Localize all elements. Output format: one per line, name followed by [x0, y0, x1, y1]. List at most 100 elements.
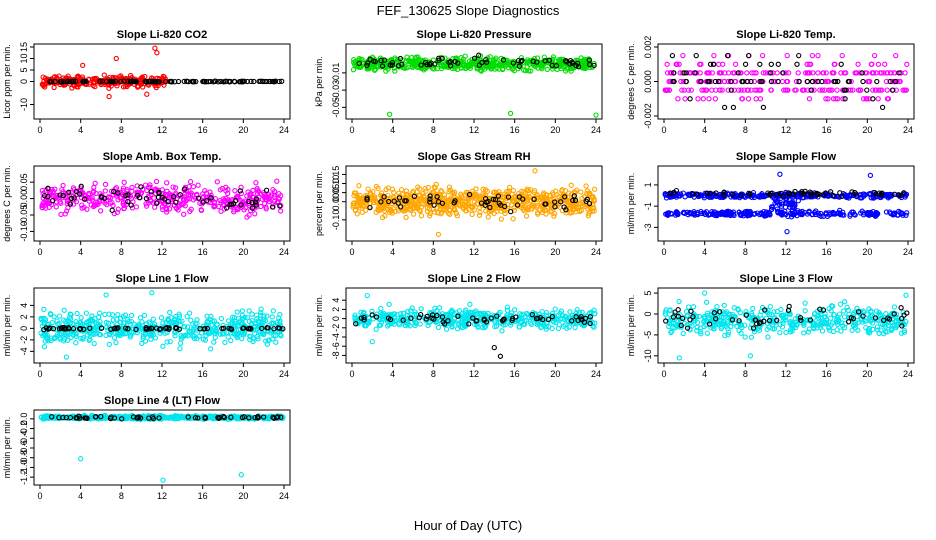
- data-point: [436, 55, 442, 61]
- data-point: [490, 63, 496, 69]
- data-point: [110, 79, 116, 85]
- data-point: [891, 311, 897, 317]
- data-point: [173, 199, 179, 205]
- data-point: [372, 66, 379, 72]
- data-point: [73, 199, 80, 205]
- data-point: [792, 87, 798, 93]
- data-point: [234, 334, 240, 341]
- data-point: [40, 332, 46, 339]
- data-point: [106, 85, 112, 91]
- data-point: [474, 62, 481, 68]
- data-point: [71, 195, 77, 201]
- data-point: [499, 328, 505, 334]
- data-point: [683, 78, 689, 85]
- data-point: [445, 318, 451, 324]
- x-tick-label: 4: [702, 247, 707, 257]
- data-point: [879, 87, 885, 93]
- data-point: [164, 193, 171, 199]
- data-point: [801, 322, 807, 328]
- data-point: [898, 192, 905, 198]
- data-point: [739, 78, 745, 85]
- data-point: [492, 323, 498, 330]
- figure-x-axis-label: Hour of Day (UTC): [414, 518, 522, 533]
- data-point: [482, 187, 489, 193]
- data-point: [528, 320, 534, 326]
- data-point: [378, 190, 385, 196]
- data-point: [435, 324, 442, 331]
- data-point: [120, 320, 127, 326]
- data-point: [806, 326, 813, 332]
- data-point: [581, 322, 587, 329]
- y-tick-label: 10: [19, 53, 29, 63]
- data-point: [858, 309, 864, 315]
- data-point: [279, 78, 285, 84]
- data-point: [87, 325, 93, 331]
- x-tick-label: 24: [903, 247, 913, 257]
- data-point: [768, 190, 774, 197]
- data-point: [441, 61, 447, 67]
- data-point: [591, 324, 597, 330]
- panel-title: Slope Amb. Box Temp.: [103, 151, 222, 163]
- data-point: [562, 322, 568, 328]
- y-tick-label: 2: [331, 307, 341, 312]
- data-point: [898, 330, 905, 336]
- data-point: [210, 318, 216, 325]
- data-point: [63, 332, 69, 338]
- data-point: [707, 61, 714, 67]
- data-point: [716, 309, 723, 315]
- data-point: [120, 331, 126, 337]
- data-point: [248, 78, 254, 85]
- data-point: [753, 70, 759, 76]
- data-point: [97, 310, 103, 316]
- data-point: [251, 78, 257, 85]
- data-point: [838, 61, 844, 67]
- data-point: [555, 325, 562, 332]
- data-point: [773, 191, 780, 198]
- data-point: [590, 319, 596, 326]
- data-point: [64, 208, 70, 214]
- data-point: [513, 194, 519, 200]
- x-tick-label: 0: [349, 369, 354, 379]
- data-point: [763, 212, 769, 219]
- data-point: [833, 96, 839, 102]
- data-point: [53, 204, 59, 210]
- data-point: [104, 201, 110, 208]
- data-point: [217, 331, 224, 337]
- data-point: [56, 313, 63, 319]
- data-point: [843, 70, 849, 76]
- data-point: [558, 197, 564, 203]
- data-point: [111, 326, 117, 332]
- data-point: [787, 318, 793, 325]
- y-tick-label: 0.05: [19, 173, 29, 191]
- data-point: [739, 96, 746, 102]
- data-point: [853, 308, 859, 315]
- data-point: [887, 209, 893, 215]
- data-point: [589, 205, 595, 212]
- x-tick-label: 12: [157, 369, 167, 379]
- data-point: [682, 194, 688, 200]
- data-point: [397, 55, 404, 62]
- data-point: [864, 96, 870, 102]
- data-point: [358, 315, 365, 321]
- data-point: [386, 198, 392, 205]
- data-point: [426, 206, 433, 212]
- data-point: [534, 192, 541, 199]
- data-point: [874, 324, 881, 330]
- data-point: [218, 315, 225, 322]
- x-tick-label: 12: [469, 125, 479, 135]
- data-point: [64, 201, 70, 207]
- x-tick-label: 4: [78, 369, 83, 379]
- data-point: [97, 78, 103, 84]
- data-point: [101, 72, 107, 78]
- data-point: [238, 202, 244, 208]
- data-point: [743, 309, 749, 315]
- data-point: [261, 331, 267, 338]
- data-point: [133, 326, 139, 333]
- data-point: [127, 332, 134, 338]
- data-point: [187, 208, 193, 215]
- data-point: [242, 314, 248, 321]
- x-tick-label: 12: [157, 125, 167, 135]
- data-point: [802, 300, 808, 306]
- data-point: [809, 211, 815, 218]
- data-point: [857, 87, 863, 93]
